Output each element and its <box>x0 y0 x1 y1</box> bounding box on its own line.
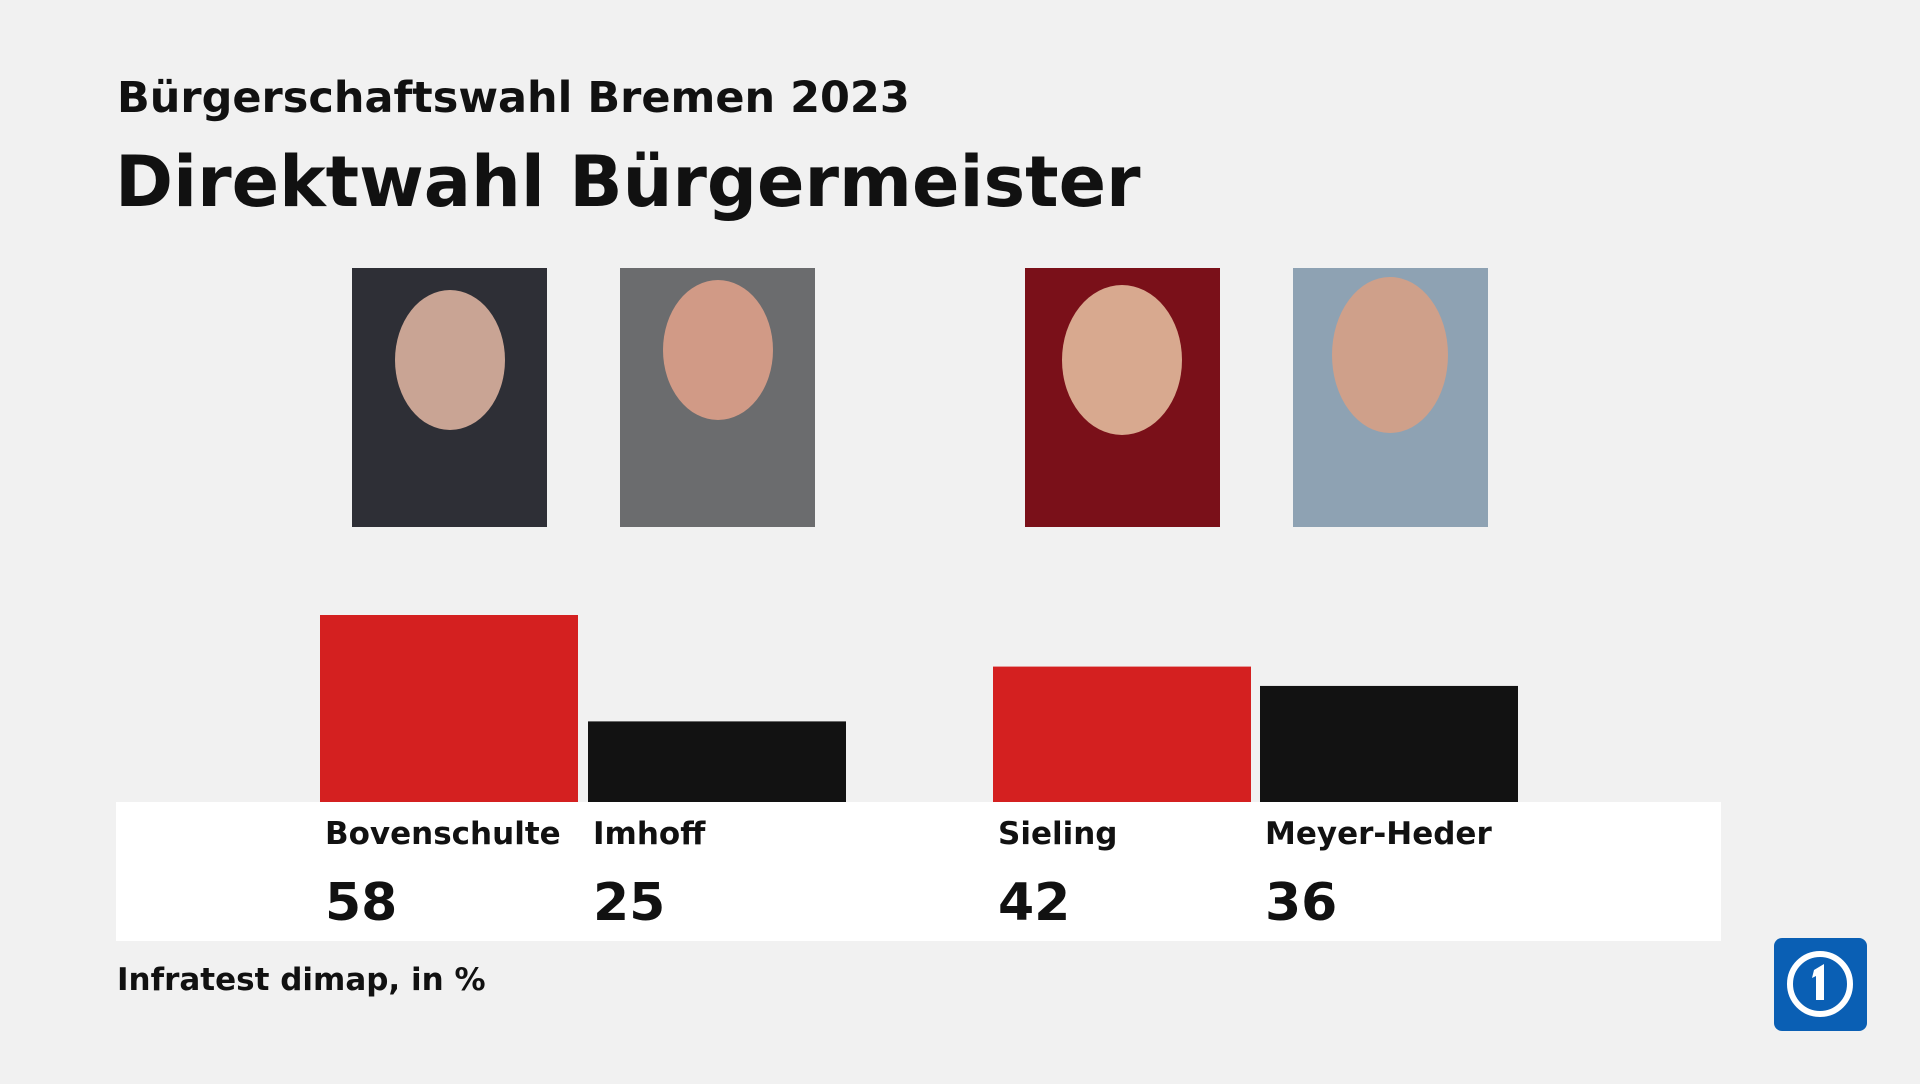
logo-one <box>1812 964 1824 1000</box>
value-label: 36 <box>1265 873 1337 933</box>
category-label: Bovenschulte <box>325 816 561 852</box>
logo-ring <box>1787 951 1853 1017</box>
photo-face <box>1062 285 1182 435</box>
category-label: Imhoff <box>593 816 706 852</box>
value-label: 58 <box>325 873 397 933</box>
value-label: 25 <box>593 873 665 933</box>
chart-title: Direktwahl Bürgermeister <box>115 141 1141 223</box>
photo-face <box>663 280 773 420</box>
source-note: Infratest dimap, in % <box>117 962 486 998</box>
value-label: 42 <box>998 873 1070 933</box>
bar <box>993 666 1251 802</box>
bar <box>588 721 846 802</box>
category-label: Sieling <box>998 816 1118 852</box>
photos <box>352 268 1488 527</box>
photo-face <box>395 290 505 430</box>
bar <box>320 615 578 802</box>
bar <box>1260 685 1518 802</box>
chart-subtitle: Bürgerschaftswahl Bremen 2023 <box>117 73 910 123</box>
category-label: Meyer-Heder <box>1265 816 1492 852</box>
label-panel <box>116 802 1721 941</box>
logo <box>1774 938 1867 1031</box>
photo-face <box>1332 277 1448 433</box>
